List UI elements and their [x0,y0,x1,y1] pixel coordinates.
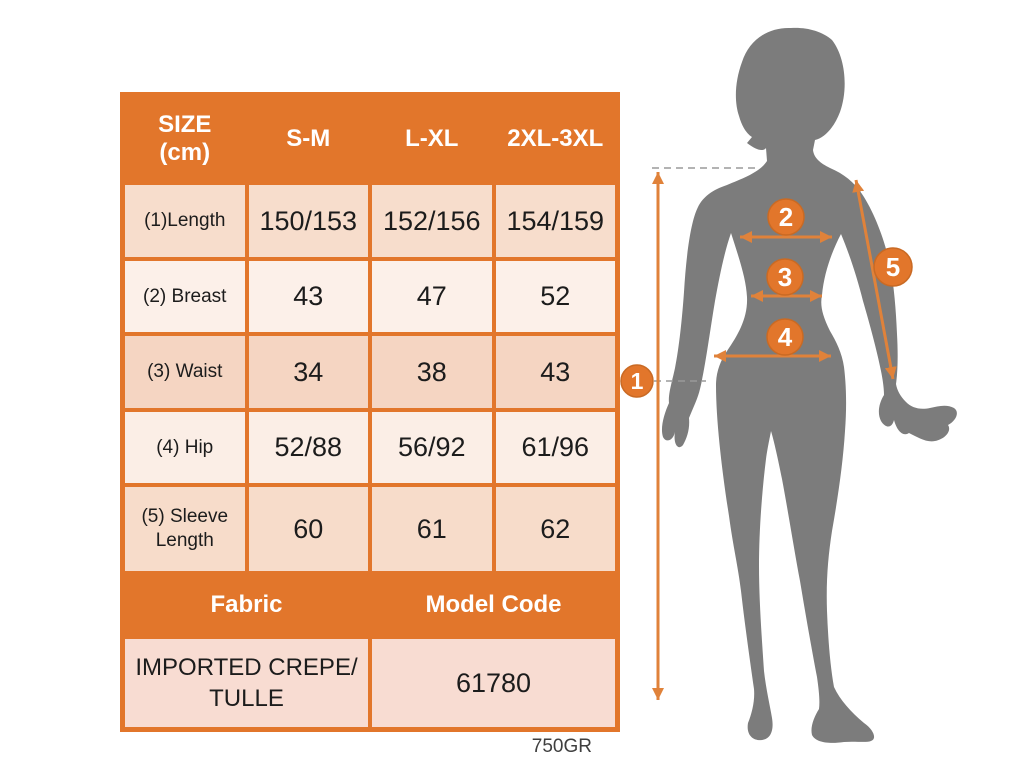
waist-s-m: 34 [248,336,368,408]
waist-2xl-3xl: 43 [495,336,615,408]
size-header-line1: SIZE [158,110,212,138]
waist-l-xl: 38 [372,336,492,408]
breast-s-m: 43 [248,261,368,332]
column-header-2xl-3xl: 2XL-3XL [495,97,615,181]
badge-2-number: 2 [779,202,793,232]
badge-1: 1 [620,364,654,398]
badge-4-number: 4 [778,322,793,352]
size-header-cell: SIZE (cm) [125,97,245,181]
badge-4-circle [766,318,804,356]
length-s-m: 150/153 [248,185,368,257]
hip-2xl-3xl: 61/96 [495,412,615,483]
length-2xl-3xl: 154/159 [495,185,615,257]
fabric-value: IMPORTED CREPE/ TULLE [125,639,368,727]
badge-3: 3 [766,258,804,296]
badge-1-circle [620,364,654,398]
fabric-header: Fabric [125,575,368,635]
breast-l-xl: 47 [372,261,492,332]
badge-2: 2 [767,198,805,236]
row-label-length: (1)Length [125,185,245,257]
weight-note: 750GR [531,736,592,757]
sleeve-s-m: 60 [248,487,368,571]
woman-silhouette-figure [661,27,957,743]
badge-5-circle [873,247,913,287]
row-label-sleeve-length: (5) Sleeve Length [125,487,245,571]
sleeve-2xl-3xl: 62 [495,487,615,571]
badge-3-number: 3 [778,262,792,292]
breast-2xl-3xl: 52 [495,261,615,332]
size-table: SIZE (cm) S-M L-XL 2XL-3XL (1)Length 150… [120,92,620,732]
badge-4: 4 [766,318,804,356]
length-l-xl: 152/156 [372,185,492,257]
fabric-value-line1: IMPORTED CREPE/ [135,653,358,681]
row-label-waist: (3) Waist [125,336,245,408]
badge-5-number: 5 [886,252,900,282]
badge-2-circle [767,198,805,236]
sleeve-arrow [852,179,897,380]
fabric-value-line2: TULLE [209,685,284,712]
measurement-diagram: 1 2 3 4 5 [620,27,957,743]
row-label-breast: (2) Breast [125,261,245,332]
badge-3-circle [766,258,804,296]
model-code-value: 61780 [372,639,615,727]
row-label-hip: (4) Hip [125,412,245,483]
size-header-line2: (cm) [159,139,211,166]
sleeve-l-xl: 61 [372,487,492,571]
hip-s-m: 52/88 [248,412,368,483]
model-code-header: Model Code [372,575,615,635]
column-header-s-m: S-M [248,97,368,181]
column-header-l-xl: L-XL [372,97,492,181]
hip-l-xl: 56/92 [372,412,492,483]
badge-5: 5 [873,247,913,287]
badge-1-number: 1 [631,368,644,394]
